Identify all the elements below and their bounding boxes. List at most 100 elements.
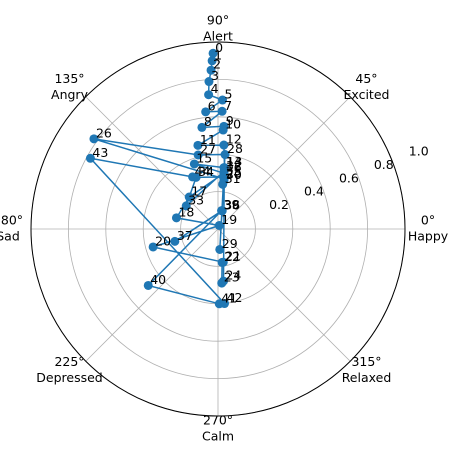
point-label: 7 bbox=[224, 98, 232, 113]
point bbox=[189, 159, 199, 169]
grid-spoke bbox=[217, 228, 351, 362]
point bbox=[218, 276, 228, 286]
grid-circle bbox=[180, 191, 256, 267]
theta-tick-label: 135° bbox=[54, 71, 84, 86]
point-label: 17 bbox=[191, 184, 207, 199]
point bbox=[204, 77, 214, 87]
theta-tick-sublabel: Depressed bbox=[36, 370, 102, 385]
theta-tick-sublabel: Excited bbox=[344, 87, 390, 102]
theta-tick-sublabel: Angry bbox=[51, 87, 89, 102]
point-label: 24 bbox=[225, 268, 241, 283]
r-tick-label: 0.2 bbox=[269, 197, 289, 212]
point-label: 31 bbox=[225, 171, 241, 186]
theta-tick-label: 270° bbox=[203, 413, 233, 428]
point bbox=[193, 140, 203, 150]
point-label: 19 bbox=[221, 212, 237, 227]
point-label: 0 bbox=[215, 40, 223, 55]
point-label: 2 bbox=[213, 57, 221, 72]
point-label: 32 bbox=[226, 158, 242, 173]
point bbox=[220, 150, 230, 160]
point-label: 14 bbox=[226, 154, 242, 169]
point-label: 25 bbox=[226, 165, 242, 180]
point-label: 34 bbox=[198, 164, 214, 179]
point-label: 36 bbox=[224, 197, 240, 212]
point-label: 44 bbox=[195, 163, 211, 178]
point-label: 12 bbox=[226, 132, 242, 147]
grid-circle bbox=[105, 116, 331, 342]
grid-spoke bbox=[85, 228, 219, 362]
point-label: 8 bbox=[204, 114, 212, 129]
theta-tick-sublabel: Sad bbox=[0, 229, 20, 244]
point bbox=[207, 56, 217, 66]
point-label: 10 bbox=[225, 117, 241, 132]
point bbox=[219, 140, 229, 150]
point-label: 4 bbox=[211, 81, 219, 96]
point-label: 39 bbox=[224, 197, 240, 212]
grid-circle bbox=[67, 78, 369, 380]
theta-tick-label: 225° bbox=[54, 354, 84, 369]
point-label: 41 bbox=[221, 290, 237, 305]
point-label: 16 bbox=[226, 160, 242, 175]
point bbox=[206, 65, 216, 75]
grid-spoke bbox=[217, 96, 351, 230]
point-label: 35 bbox=[225, 163, 241, 178]
theta-tick-label: 90° bbox=[207, 13, 229, 28]
point bbox=[171, 213, 181, 223]
point-label: 9 bbox=[226, 113, 234, 128]
point bbox=[201, 107, 211, 117]
point bbox=[218, 179, 228, 189]
point-label: 15 bbox=[196, 150, 212, 165]
point-label: 21 bbox=[225, 249, 241, 264]
theta-tick-sublabel: Calm bbox=[202, 429, 234, 444]
point bbox=[215, 244, 225, 254]
point bbox=[85, 153, 95, 163]
point-label: 27 bbox=[200, 141, 216, 156]
point bbox=[217, 206, 227, 216]
theta-tick-label: 0° bbox=[421, 213, 435, 228]
r-tick-label: 0.8 bbox=[374, 157, 394, 172]
r-tick-label: 0.4 bbox=[304, 184, 324, 199]
point-label: 37 bbox=[177, 228, 193, 243]
point bbox=[217, 106, 227, 116]
point-label: 42 bbox=[227, 290, 243, 305]
point bbox=[143, 280, 153, 290]
point-label: 28 bbox=[227, 141, 243, 156]
grid-spoke bbox=[85, 96, 219, 230]
point bbox=[218, 125, 228, 135]
point bbox=[208, 48, 218, 58]
point bbox=[218, 172, 228, 182]
theta-tick-label: 315° bbox=[351, 354, 381, 369]
point-label: 22 bbox=[224, 249, 240, 264]
point bbox=[218, 95, 228, 105]
point bbox=[148, 242, 158, 252]
theta-tick-sublabel: Happy bbox=[408, 229, 449, 244]
point-label: 38 bbox=[224, 197, 240, 212]
point-label: 43 bbox=[92, 145, 108, 160]
theta-tick-label: 45° bbox=[355, 71, 377, 86]
point-label: 33 bbox=[188, 192, 204, 207]
point-label: 29 bbox=[222, 236, 238, 251]
point bbox=[188, 172, 198, 182]
point bbox=[217, 257, 227, 267]
point-label: 11 bbox=[200, 132, 216, 147]
point-label: 5 bbox=[225, 87, 233, 102]
point-label: 6 bbox=[208, 98, 216, 113]
point-label: 23 bbox=[224, 270, 240, 285]
point-label: 40 bbox=[150, 272, 166, 287]
point-label: 30 bbox=[226, 167, 242, 182]
theta-tick-label: 180° bbox=[0, 213, 23, 228]
theta-tick-sublabel: Relaxed bbox=[342, 370, 392, 385]
polar-frame bbox=[30, 41, 406, 417]
point bbox=[170, 236, 180, 246]
point-label: 13 bbox=[226, 154, 242, 169]
point-label: 26 bbox=[96, 125, 112, 140]
theta-tick-sublabel: Alert bbox=[203, 29, 233, 44]
point bbox=[181, 201, 191, 211]
point bbox=[204, 90, 214, 100]
point-label: 20 bbox=[155, 233, 171, 248]
point bbox=[184, 192, 194, 202]
r-tick-label: 1.0 bbox=[409, 143, 429, 158]
r-tick-label: 0.6 bbox=[339, 170, 359, 185]
point bbox=[220, 299, 230, 309]
